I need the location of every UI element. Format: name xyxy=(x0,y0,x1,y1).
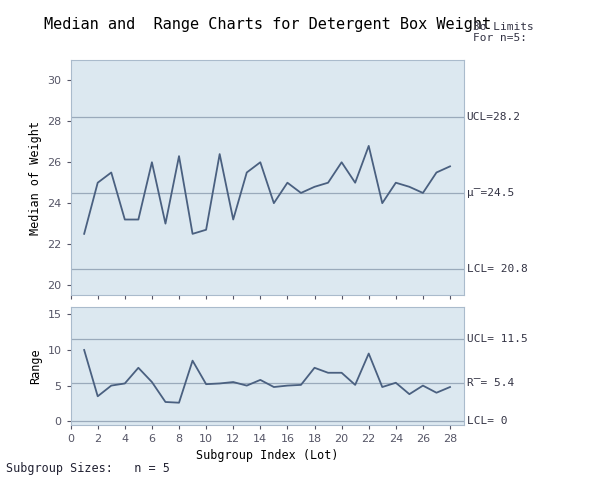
Text: R̅= 5.4: R̅= 5.4 xyxy=(467,378,514,388)
Y-axis label: Median of Weight: Median of Weight xyxy=(29,120,42,235)
Text: Subgroup Sizes:   n = 5: Subgroup Sizes: n = 5 xyxy=(6,462,170,475)
Text: UCL= 11.5: UCL= 11.5 xyxy=(467,334,527,344)
Text: 3σ Limits
For n=5:: 3σ Limits For n=5: xyxy=(473,22,534,43)
Text: LCL= 0: LCL= 0 xyxy=(467,416,507,426)
Text: μ̅=24.5: μ̅=24.5 xyxy=(467,188,514,198)
Text: LCL= 20.8: LCL= 20.8 xyxy=(467,264,527,274)
X-axis label: Subgroup Index (Lot): Subgroup Index (Lot) xyxy=(196,449,338,462)
Y-axis label: Range: Range xyxy=(29,348,42,384)
Text: Median and  Range Charts for Detergent Box Weight: Median and Range Charts for Detergent Bo… xyxy=(44,17,491,32)
Text: UCL=28.2: UCL=28.2 xyxy=(467,112,521,122)
